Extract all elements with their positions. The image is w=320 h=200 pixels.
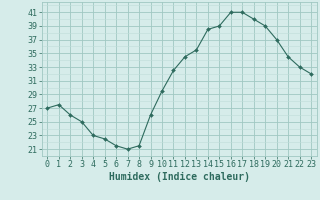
X-axis label: Humidex (Indice chaleur): Humidex (Indice chaleur) [109,172,250,182]
